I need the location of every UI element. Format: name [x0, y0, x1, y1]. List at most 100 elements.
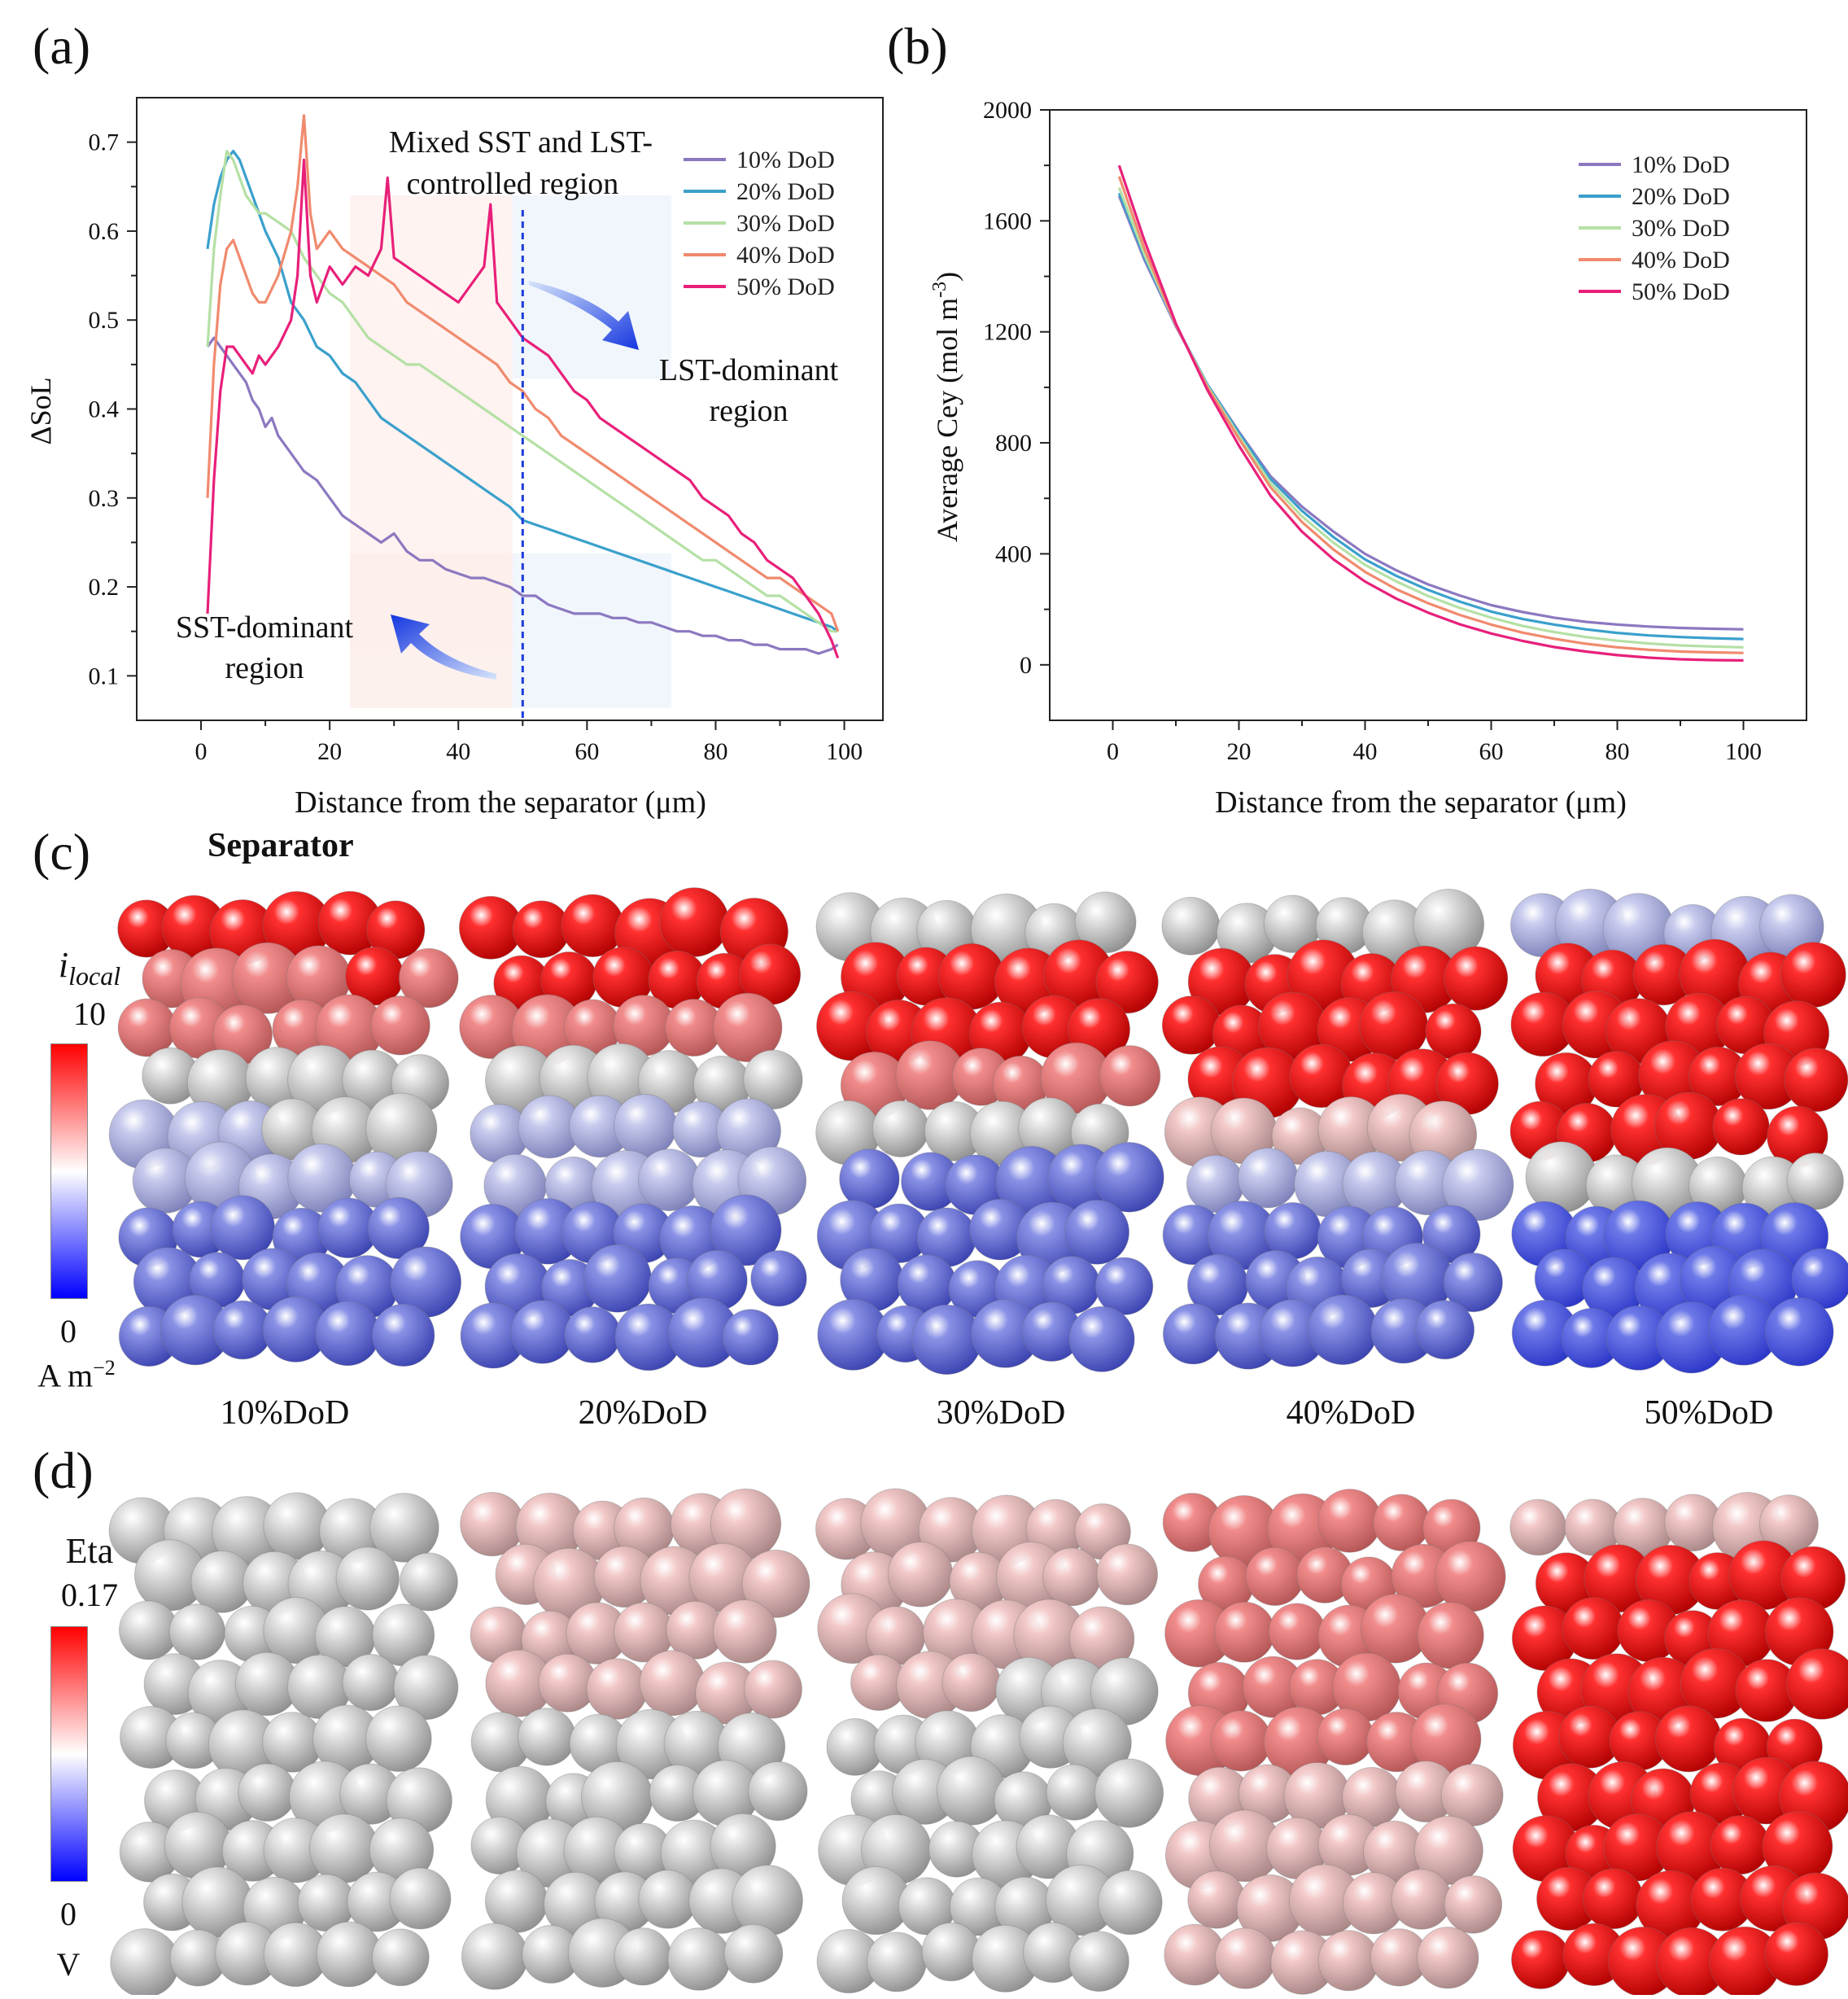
chart-b-ylabel: Average Cey (mol m-3)	[929, 272, 963, 542]
y-tick-label: 0.1	[89, 663, 120, 689]
particle	[1307, 1294, 1378, 1366]
y-tick-label: 0.5	[89, 307, 120, 334]
particle	[389, 1867, 452, 1930]
particle	[1096, 1543, 1158, 1606]
series-line-20-dod	[206, 150, 839, 633]
particle	[712, 1599, 777, 1664]
colorbar-c-unit-main: A m	[37, 1357, 94, 1394]
particle	[1099, 1045, 1161, 1107]
chart-b-legend: 10% DoD 20% DoD 30% DoD 40% DoD 50% DoD	[1579, 151, 1730, 305]
chart-b-ylabel-main: Average Cey (mol m	[931, 298, 963, 542]
particle	[512, 900, 570, 959]
particle	[1095, 951, 1159, 1014]
particle	[667, 1927, 731, 1991]
particle	[1162, 1303, 1224, 1365]
series-line-50-dod	[1117, 164, 1744, 662]
particle	[1443, 1253, 1503, 1313]
chart-a-xlabel: Distance from the separator (μm)	[295, 785, 706, 820]
particle	[335, 1546, 400, 1611]
x-tick-label: 100	[1725, 738, 1762, 765]
particle	[1097, 1870, 1163, 1936]
x-tick-label: 100	[826, 738, 863, 765]
render-d-10-dod	[108, 1492, 459, 1998]
particle	[1780, 942, 1846, 1008]
caption-10-dod: 10%DoD	[220, 1394, 350, 1432]
particle	[1187, 1870, 1246, 1929]
chart-a-lines	[206, 114, 840, 659]
chart-b-ylabel-sup: -3	[929, 282, 950, 298]
particle	[461, 1922, 529, 1990]
particle	[1317, 1489, 1382, 1553]
legend-label: 50% DoD	[1632, 278, 1730, 305]
particle	[941, 1652, 1001, 1712]
x-tick-label: 40	[1353, 738, 1378, 765]
x-tick-label: 60	[574, 738, 599, 765]
particle	[867, 1931, 927, 1992]
particle	[1786, 1648, 1848, 1720]
particle	[168, 1603, 226, 1660]
particle	[1764, 1297, 1834, 1367]
render-d-20-dod	[460, 1488, 810, 1991]
particle	[713, 992, 783, 1063]
colorbar-d-min: 0	[60, 1896, 76, 1932]
particle	[518, 1708, 576, 1766]
particle	[921, 1922, 981, 1982]
series-line-50-dod	[206, 158, 840, 659]
y-tick-label: 1200	[983, 319, 1032, 346]
particle	[370, 995, 430, 1056]
y-tick-label: 0.4	[89, 396, 120, 423]
particle	[1068, 1931, 1129, 1992]
x-tick-label: 0	[195, 738, 208, 765]
colorbar-d-unit: V	[56, 1946, 81, 1983]
colorbar-c-min: 0	[60, 1313, 76, 1349]
render-d-50-dod	[1509, 1492, 1848, 1998]
render-c-10-dod	[108, 890, 462, 1367]
colorbar-c	[50, 1043, 88, 1299]
caption-40-dod: 40%DoD	[1286, 1394, 1416, 1432]
particle	[936, 1756, 1007, 1826]
series-line-30-dod	[206, 150, 838, 633]
particle	[371, 1928, 430, 1987]
particle	[1064, 1199, 1129, 1265]
legend-label: 40% DoD	[1632, 247, 1730, 273]
particle	[561, 894, 625, 958]
particle	[1042, 1547, 1101, 1607]
particle	[1444, 1875, 1503, 1934]
particle	[1509, 1498, 1566, 1556]
particle	[1214, 1927, 1277, 1989]
annot-sst-line2: region	[225, 651, 304, 685]
particle	[741, 1549, 810, 1618]
colorbar-c-title: ilocal	[33, 944, 146, 991]
annot-sst-line1: SST-dominant	[176, 610, 354, 645]
x-tick-label: 20	[1227, 738, 1252, 765]
particle	[1654, 1705, 1722, 1773]
particle	[564, 1306, 622, 1363]
particle	[1213, 1601, 1275, 1663]
particle	[1161, 995, 1221, 1055]
x-tick-label: 60	[1479, 738, 1504, 765]
arrow-to-lst-region	[529, 281, 639, 350]
particle	[399, 1552, 458, 1612]
series-line-10-dod	[206, 336, 839, 655]
particle	[342, 1654, 400, 1712]
particle	[911, 1304, 982, 1376]
particle	[1444, 946, 1509, 1011]
render-c-50-dod	[1509, 888, 1848, 1374]
y-tick-label: 0.7	[89, 129, 120, 156]
caption-30-dod: 30%DoD	[936, 1394, 1066, 1432]
particle	[710, 1194, 782, 1266]
particle	[365, 1705, 432, 1772]
particle	[723, 1923, 784, 1984]
y-tick-label: 2000	[983, 97, 1032, 124]
legend-label: 30% DoD	[1632, 215, 1730, 242]
particle	[1441, 1148, 1514, 1222]
annot-mixed-line2: controlled region	[407, 167, 619, 201]
particle	[1764, 1922, 1829, 1987]
legend-label: 10% DoD	[736, 147, 835, 173]
particle	[583, 1244, 652, 1313]
particle	[1245, 1546, 1304, 1607]
particle	[369, 1493, 439, 1563]
particle	[1268, 1603, 1326, 1660]
y-tick-label: 0.3	[89, 485, 120, 512]
